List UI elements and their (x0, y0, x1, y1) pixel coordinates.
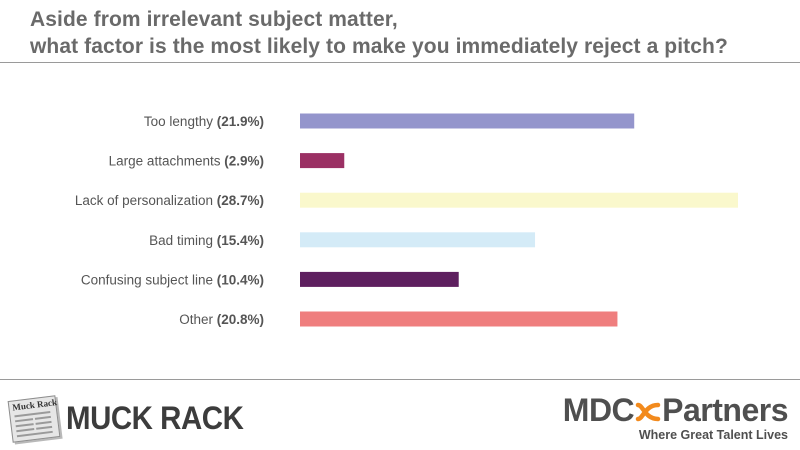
infinity-mark-icon (635, 402, 661, 422)
category-name: Too lengthy (144, 114, 217, 129)
bottom-divider (0, 379, 800, 380)
data-label: (10.4%) (217, 272, 264, 287)
mdc-partners-wordmark: MDC Partners (562, 392, 789, 429)
category-label: Lack of personalization (28.7%) (75, 193, 264, 208)
data-label: (28.7%) (217, 193, 264, 208)
category-label: Too lengthy (21.9%) (144, 114, 264, 129)
chart-title-line-1: Aside from irrelevant subject matter, (30, 8, 398, 31)
category-label: Other (20.8%) (179, 312, 264, 327)
muck-rack-wordmark: MUCK RACK (66, 400, 244, 436)
category-name: Bad timing (149, 233, 217, 248)
mdc-wordmark-left: MDC (562, 392, 635, 428)
mdc-tagline: Where Great Talent Lives (638, 428, 788, 442)
footer: Muck Rack MUCK RACK MDC Partners Where G… (0, 380, 800, 450)
category-label: Bad timing (15.4%) (149, 233, 264, 248)
data-label: (21.9%) (217, 114, 264, 129)
bar-too-lengthy (300, 113, 635, 129)
top-divider (0, 62, 800, 63)
category-name: Lack of personalization (75, 193, 217, 208)
bar-chart: Too lengthy (21.9%) Large attachments (2.… (75, 113, 738, 327)
category-label: Large attachments (2.9%) (109, 154, 264, 169)
mdc-partners-logo: MDC Partners Where Great Talent Lives (518, 392, 789, 444)
bar-lack-of-personalization (300, 192, 738, 208)
bar-large-attachments (300, 153, 345, 169)
mdc-wordmark-right: Partners (662, 392, 788, 428)
data-label: (20.8%) (217, 312, 264, 327)
category-name: Confusing subject line (81, 272, 217, 287)
category-name: Other (179, 312, 217, 327)
chart-title: Aside from irrelevant subject matter, wh… (30, 6, 790, 60)
muck-rack-logo: Muck Rack MUCK RACK (7, 395, 244, 444)
chart-title-line-2: what factor is the most likely to make y… (30, 35, 728, 58)
newspaper-icon: Muck Rack (7, 395, 61, 443)
bar-bad-timing (300, 232, 536, 248)
category-label: Confusing subject line (10.4%) (81, 272, 264, 287)
data-label: (15.4%) (217, 233, 264, 248)
newspaper-icon-title: Muck Rack (11, 397, 58, 413)
data-label: (2.9%) (224, 154, 264, 169)
bar-confusing-subject-line (300, 271, 459, 287)
category-name: Large attachments (109, 154, 225, 169)
bar-other (300, 311, 618, 327)
